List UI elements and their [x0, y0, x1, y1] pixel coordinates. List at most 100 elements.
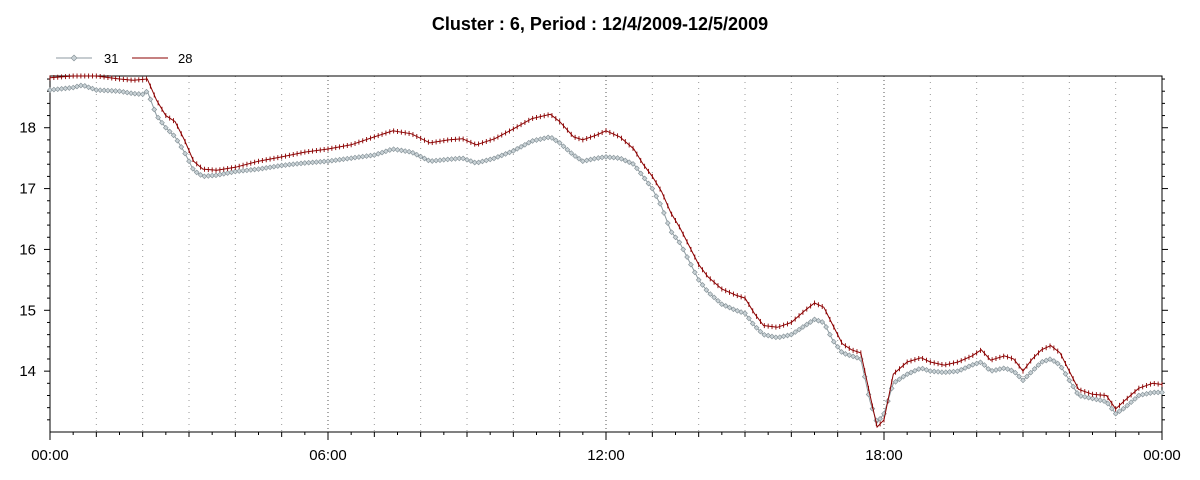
- series-31-point: [159, 119, 165, 126]
- series-31-point: [135, 91, 142, 97]
- series-31-point: [726, 304, 733, 311]
- series-31-point: [803, 321, 810, 328]
- series-31-point: [680, 246, 687, 253]
- series-31-point: [672, 234, 679, 241]
- series-31-point: [962, 365, 968, 371]
- series-31-point: [1062, 371, 1069, 377]
- series-31-point: [174, 137, 181, 144]
- series-31-point: [483, 157, 490, 164]
- series-31-point: [641, 175, 648, 182]
- series-31-point: [684, 254, 690, 260]
- series-31-point: [931, 368, 938, 375]
- series-31-point: [838, 349, 845, 355]
- series-31-point: [166, 128, 173, 135]
- series-31-point: [1008, 367, 1015, 374]
- series-31-point: [877, 415, 883, 422]
- series-31-point: [143, 88, 150, 95]
- series-31-point: [935, 368, 941, 375]
- x-tick-label: 06:00: [309, 447, 347, 464]
- series-31-point: [128, 90, 134, 97]
- series-31-point: [1124, 402, 1131, 409]
- series-31-point: [410, 149, 416, 156]
- series-31-point: [927, 368, 934, 374]
- series-31-point: [413, 151, 420, 158]
- series-31: [47, 82, 1165, 424]
- series-31-point: [691, 269, 698, 276]
- legend-item-31: 31: [56, 51, 118, 66]
- series-31-point: [834, 343, 841, 350]
- series-31-point: [155, 114, 161, 121]
- series-31-point: [564, 146, 571, 153]
- series-31-point: [425, 157, 432, 164]
- series-31-point: [993, 367, 999, 373]
- x-tick-label: 18:00: [865, 447, 903, 464]
- series-31-point: [398, 147, 405, 154]
- series-31-point: [657, 200, 663, 207]
- series-31-point: [498, 152, 505, 159]
- series-31-point: [664, 220, 671, 226]
- series-31-point: [193, 169, 200, 176]
- series-31-point: [773, 334, 779, 341]
- series-31-point: [502, 151, 509, 157]
- series-31-point: [1012, 369, 1019, 376]
- series-31-point: [468, 158, 474, 164]
- series-31-point: [637, 170, 644, 177]
- series-31-point: [522, 141, 528, 148]
- x-tick-label: 12:00: [587, 447, 625, 464]
- series-31-point: [1112, 410, 1119, 417]
- series-31-point: [182, 150, 188, 157]
- series-31-point: [568, 150, 575, 156]
- series-31-point: [1058, 364, 1065, 371]
- series-31-point: [583, 157, 590, 164]
- series-31-point: [549, 135, 555, 141]
- series-31-point: [711, 294, 717, 301]
- series-31-point: [811, 316, 818, 323]
- series-31-point: [939, 369, 945, 376]
- series-31-point: [645, 180, 652, 187]
- series-31-point: [610, 154, 617, 161]
- series-31-point: [757, 328, 764, 335]
- series-31-point: [618, 155, 625, 162]
- series-31-point: [1085, 394, 1092, 401]
- series-31-point: [510, 148, 517, 154]
- series-31-point: [1151, 389, 1158, 396]
- series-31-point: [1054, 360, 1061, 367]
- series-31-point: [116, 88, 123, 95]
- y-tick-label: 18: [19, 120, 36, 137]
- series-31-point: [162, 124, 169, 131]
- series-31-point: [1101, 398, 1107, 404]
- series-31-point: [85, 84, 92, 91]
- y-tick-label: 16: [19, 241, 36, 258]
- series-31-point: [139, 91, 146, 98]
- series-31-point: [124, 89, 131, 96]
- series-31-point: [1035, 362, 1042, 368]
- series-31-point: [170, 132, 177, 139]
- series-31-point: [421, 155, 428, 162]
- series-31-point: [1128, 399, 1134, 406]
- series-layer: [47, 73, 1165, 429]
- series-31-point: [545, 134, 551, 141]
- series-31-point: [715, 297, 721, 304]
- series-31-point: [1020, 377, 1026, 384]
- series-31-point: [1031, 366, 1038, 372]
- series-31-point: [1000, 365, 1007, 372]
- series-31-point: [572, 153, 578, 159]
- series-31-point: [402, 148, 409, 154]
- series-31-point: [718, 301, 725, 308]
- series-31-point: [796, 326, 802, 333]
- series-31-point: [977, 359, 984, 366]
- series-31-point: [676, 239, 683, 246]
- series-31-point: [753, 324, 760, 331]
- series-31-point: [904, 371, 911, 378]
- series-31-point: [792, 329, 799, 335]
- series-31-point: [622, 157, 629, 164]
- legend-marker: [70, 54, 78, 62]
- series-31-point: [900, 373, 907, 380]
- series-31-point: [1108, 405, 1115, 412]
- series-31-point: [1027, 369, 1034, 376]
- series-31-point: [556, 140, 563, 146]
- series-31-point: [707, 291, 714, 297]
- series-31-point: [668, 229, 675, 236]
- series-31-point: [491, 155, 497, 162]
- series-31-point: [394, 146, 401, 153]
